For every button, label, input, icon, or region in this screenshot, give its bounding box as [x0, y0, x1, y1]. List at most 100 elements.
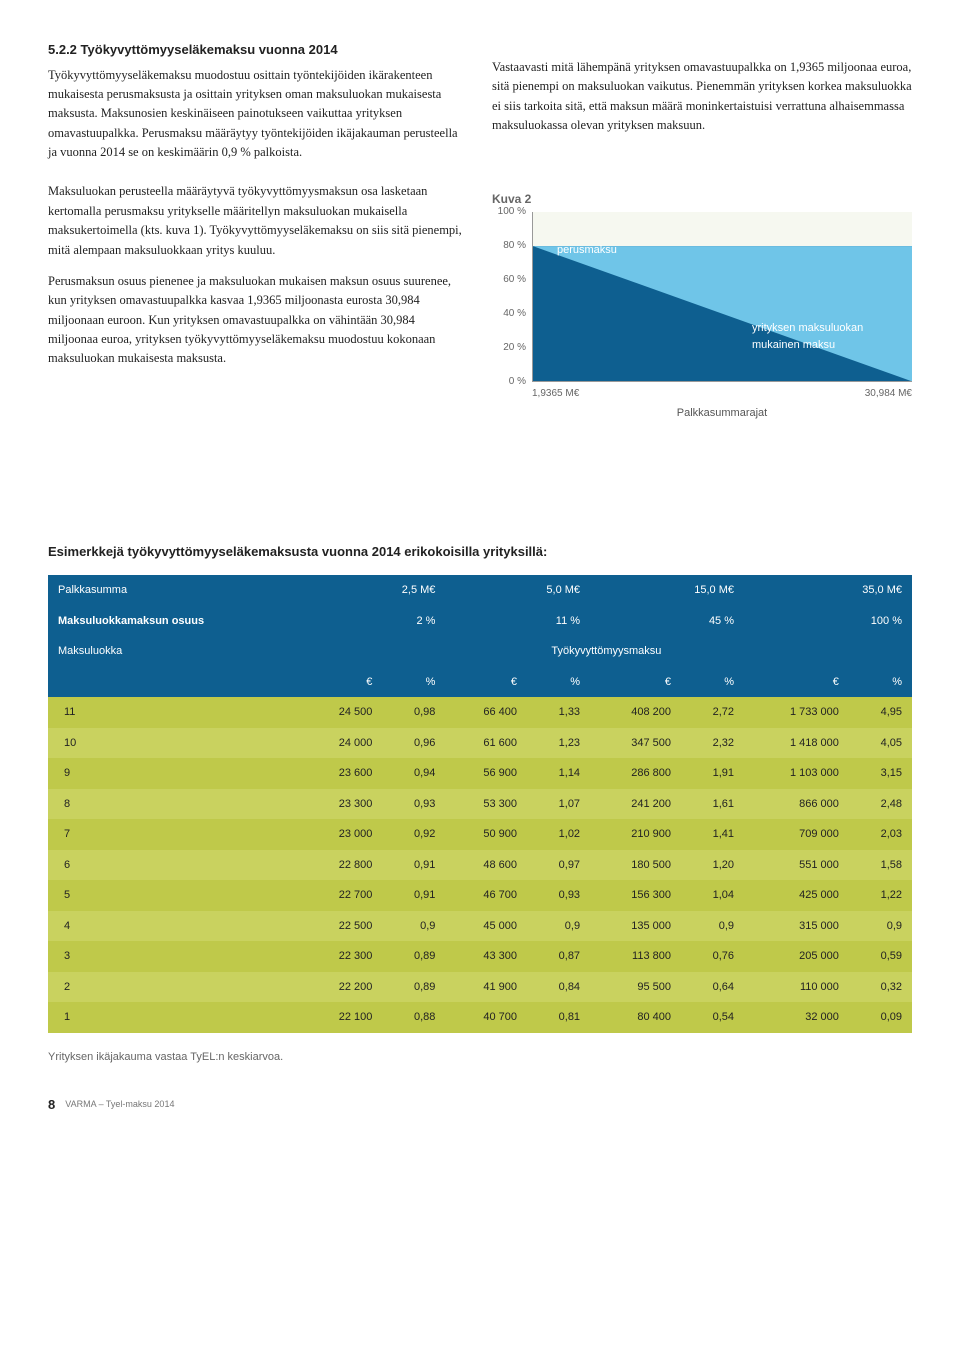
cell: 1,20	[681, 850, 744, 881]
cell: 95 500	[590, 972, 681, 1003]
hdr-empty	[48, 667, 301, 698]
hdr-col: 2 %	[301, 606, 446, 637]
cell: 425 000	[744, 880, 849, 911]
cell: 551 000	[744, 850, 849, 881]
cell: 0,9	[681, 911, 744, 942]
unit: €	[301, 667, 383, 698]
cell: 23 000	[301, 819, 383, 850]
cell: 48 600	[445, 850, 527, 881]
unit: %	[527, 667, 590, 698]
unit: €	[590, 667, 681, 698]
cell: 286 800	[590, 758, 681, 789]
cell: 0,89	[382, 941, 445, 972]
cell: 0,59	[849, 941, 912, 972]
cell: 22 100	[301, 1002, 383, 1033]
chart-plot-area: perusmaksu yrityksen maksuluokan mukaine…	[532, 212, 912, 382]
row-maksuluokka: 3	[48, 941, 301, 972]
cell: 23 600	[301, 758, 383, 789]
hdr-maksuluokka-osuus: Maksuluokka­maksun osuus	[48, 606, 301, 637]
cell: 205 000	[744, 941, 849, 972]
cell: 135 000	[590, 911, 681, 942]
cell: 0,9	[527, 911, 590, 942]
cell: 0,54	[681, 1002, 744, 1033]
cell: 0,92	[382, 819, 445, 850]
cell: 1,14	[527, 758, 590, 789]
section-number: 5.2.2	[48, 42, 77, 57]
cell: 1 733 000	[744, 697, 849, 728]
table-row: 422 5000,945 0000,9135 0000,9315 0000,9	[48, 911, 912, 942]
cell: 24 000	[301, 728, 383, 759]
cell: 2,48	[849, 789, 912, 820]
cell: 22 700	[301, 880, 383, 911]
doc-title: VARMA – Tyel-maksu 2014	[65, 1098, 174, 1112]
cell: 1,23	[527, 728, 590, 759]
cell: 0,32	[849, 972, 912, 1003]
cell: 1,61	[681, 789, 744, 820]
cell: 0,93	[382, 789, 445, 820]
cell: 0,96	[382, 728, 445, 759]
section-heading: Työkyvyttömyyseläkemaksu vuonna 2014	[81, 42, 338, 57]
cell: 0,93	[527, 880, 590, 911]
cell: 241 200	[590, 789, 681, 820]
cell: 0,81	[527, 1002, 590, 1033]
paragraph-2: Vastaavasti mitä lähempänä yrityksen oma…	[492, 58, 912, 136]
section-title: 5.2.2 Työkyvyttömyyseläkemaksu vuonna 20…	[48, 40, 468, 60]
x-right: 30,984 M€	[865, 386, 912, 401]
table-header-row-1: Palkkasumma 2,5 M€ 5,0 M€ 15,0 M€ 35,0 M…	[48, 575, 912, 606]
cell: 0,91	[382, 880, 445, 911]
x-left: 1,9365 M€	[532, 386, 579, 401]
table-row: 1124 5000,9866 4001,33408 2002,721 733 0…	[48, 697, 912, 728]
table-row: 522 7000,9146 7000,93156 3001,04425 0001…	[48, 880, 912, 911]
cell: 0,88	[382, 1002, 445, 1033]
cell: 2,32	[681, 728, 744, 759]
cell: 156 300	[590, 880, 681, 911]
unit: %	[382, 667, 445, 698]
cell: 43 300	[445, 941, 527, 972]
hdr-maksuluokka: Maksuluokka	[48, 636, 301, 667]
cell: 110 000	[744, 972, 849, 1003]
cell: 2,72	[681, 697, 744, 728]
cell: 1,58	[849, 850, 912, 881]
cell: 22 200	[301, 972, 383, 1003]
cell: 22 300	[301, 941, 383, 972]
cell: 2,03	[849, 819, 912, 850]
cell: 45 000	[445, 911, 527, 942]
examples-table: Palkkasumma 2,5 M€ 5,0 M€ 15,0 M€ 35,0 M…	[48, 575, 912, 1033]
cell: 0,97	[527, 850, 590, 881]
hdr-col: 45 %	[590, 606, 744, 637]
cell: 50 900	[445, 819, 527, 850]
cell: 0,09	[849, 1002, 912, 1033]
paragraph-4: Perusmaksun osuus pienenee ja maksuluoka…	[48, 272, 468, 369]
cell: 0,89	[382, 972, 445, 1003]
unit: %	[849, 667, 912, 698]
hdr-col: 15,0 M€	[590, 575, 744, 606]
cell: 32 000	[744, 1002, 849, 1033]
cell: 23 300	[301, 789, 383, 820]
unit: %	[681, 667, 744, 698]
table-header-row-3: Maksuluokka Työkyvyttömyysmaksu	[48, 636, 912, 667]
cell: 1,91	[681, 758, 744, 789]
cell: 1,41	[681, 819, 744, 850]
table-row: 723 0000,9250 9001,02210 9001,41709 0002…	[48, 819, 912, 850]
row-maksuluokka: 11	[48, 697, 301, 728]
unit: €	[445, 667, 527, 698]
cell: 61 600	[445, 728, 527, 759]
table-row: 322 3000,8943 3000,87113 8000,76205 0000…	[48, 941, 912, 972]
table-header-row-4: € % € % € % € %	[48, 667, 912, 698]
paragraph-1: Työkyvyttömyyseläkemaksu muodostuu ositt…	[48, 66, 468, 163]
table-row: 122 1000,8840 7000,8180 4000,5432 0000,0…	[48, 1002, 912, 1033]
hdr-col: 35,0 M€	[744, 575, 912, 606]
cell: 0,9	[382, 911, 445, 942]
row-maksuluokka: 10	[48, 728, 301, 759]
row-maksuluokka: 6	[48, 850, 301, 881]
cell: 0,76	[681, 941, 744, 972]
cell: 24 500	[301, 697, 383, 728]
hdr-col: 100 %	[744, 606, 912, 637]
chart-y-axis: 0 % 20 % 40 % 60 % 80 % 100 %	[492, 212, 532, 382]
table-row: 823 3000,9353 3001,07241 2001,61866 0002…	[48, 789, 912, 820]
cell: 40 700	[445, 1002, 527, 1033]
hdr-col: 11 %	[445, 606, 590, 637]
table-row: 622 8000,9148 6000,97180 5001,20551 0001…	[48, 850, 912, 881]
hdr-palkkasumma: Palkkasumma	[48, 575, 301, 606]
cell: 22 500	[301, 911, 383, 942]
